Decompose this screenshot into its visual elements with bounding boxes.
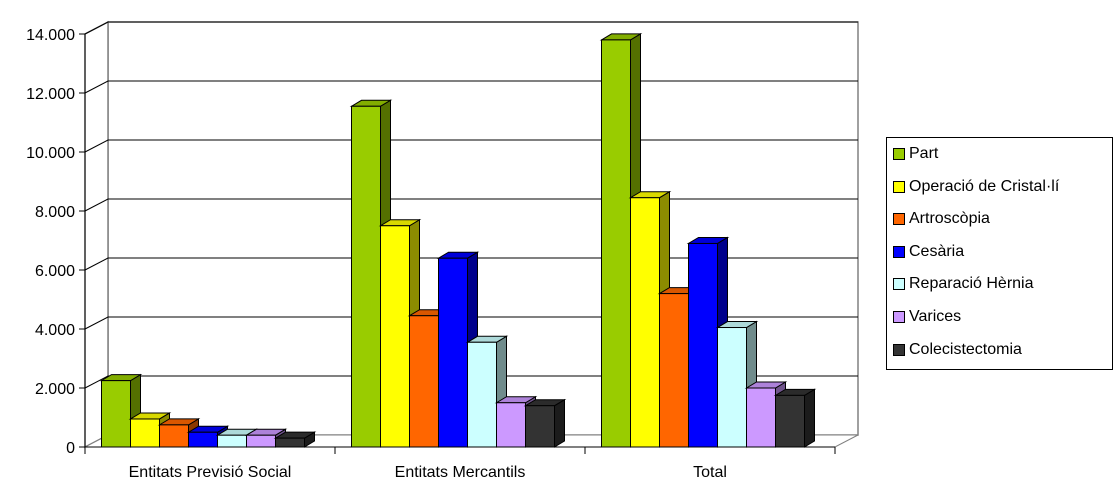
bar bbox=[773, 388, 817, 448]
bar-side bbox=[804, 388, 815, 448]
chart-labels: 0 2.000 4.000 6.000 8.000 10.000 12.000 14.000 E… bbox=[26, 27, 727, 481]
y-tick-label: 6.000 bbox=[35, 263, 75, 280]
legend-item: Part bbox=[887, 143, 938, 165]
y-tick-label: 2.000 bbox=[35, 381, 75, 398]
gridline bbox=[84, 21, 858, 35]
legend-item: Operació de Cristal·lí bbox=[887, 176, 1059, 198]
bar bbox=[715, 320, 759, 448]
legend-label: Operació de Cristal·lí bbox=[909, 177, 1060, 195]
legend-swatch bbox=[893, 148, 905, 160]
y-tick-label: 8.000 bbox=[35, 204, 75, 221]
legend-swatch bbox=[893, 180, 905, 193]
bar bbox=[157, 417, 201, 448]
bar-front bbox=[246, 434, 276, 448]
legend-swatch bbox=[893, 311, 905, 323]
bar-front bbox=[380, 225, 410, 448]
bar-front bbox=[188, 431, 218, 448]
bar-front bbox=[275, 437, 305, 448]
legend-swatch bbox=[893, 213, 905, 226]
y-tick-label: 4.000 bbox=[35, 322, 75, 339]
bar-front bbox=[601, 39, 631, 448]
bar-front bbox=[351, 105, 381, 448]
bar-front bbox=[409, 315, 439, 448]
bar-front bbox=[525, 405, 555, 448]
bar-front bbox=[688, 242, 718, 448]
bar-front bbox=[159, 424, 189, 448]
bar-front bbox=[659, 293, 689, 448]
x-tick-label: Total bbox=[693, 464, 727, 481]
bar-front bbox=[467, 341, 497, 448]
bar-front bbox=[217, 434, 247, 448]
legend-item: Cesària bbox=[887, 241, 964, 263]
bar-side bbox=[554, 398, 565, 448]
chart-legend: Part Operació de Cristal·lí Artroscòpia Ces… bbox=[886, 137, 1113, 370]
bar-front bbox=[101, 380, 131, 448]
y-tick-label: 10.000 bbox=[26, 145, 75, 162]
legend-item: Artroscòpia bbox=[887, 208, 990, 230]
bar-front bbox=[775, 394, 805, 448]
legend-item: Reparació Hèrnia bbox=[887, 273, 1034, 295]
bar-front bbox=[630, 197, 660, 448]
bar-front bbox=[130, 418, 160, 448]
legend-item: Varices bbox=[887, 306, 961, 328]
bar bbox=[273, 431, 317, 448]
legend-label: Cesària bbox=[909, 242, 965, 260]
legend-label: Artroscòpia bbox=[909, 210, 990, 228]
bar-front bbox=[496, 402, 526, 448]
x-tick-label: Entitats Mercantils bbox=[395, 464, 526, 481]
legend-item: Colecistectomia bbox=[887, 339, 1022, 361]
legend-label: Part bbox=[909, 145, 939, 162]
legend-label: Colecistectomia bbox=[909, 340, 1022, 358]
y-tick-label: 0 bbox=[66, 440, 75, 457]
legend-label: Reparació Hèrnia bbox=[909, 275, 1034, 293]
legend-label: Varices bbox=[909, 308, 962, 325]
bar bbox=[523, 398, 567, 448]
bar-front bbox=[717, 327, 747, 448]
x-tick-label: Entitats Previsió Social bbox=[129, 464, 292, 481]
y-tick-label: 12.000 bbox=[26, 86, 75, 103]
chart-bars bbox=[99, 33, 817, 448]
legend-swatch bbox=[893, 278, 905, 291]
bar-front bbox=[438, 257, 468, 448]
bar-front bbox=[746, 387, 776, 448]
legend-swatch bbox=[893, 343, 905, 356]
legend-swatch bbox=[893, 245, 905, 258]
y-tick-label: 14.000 bbox=[26, 27, 75, 44]
